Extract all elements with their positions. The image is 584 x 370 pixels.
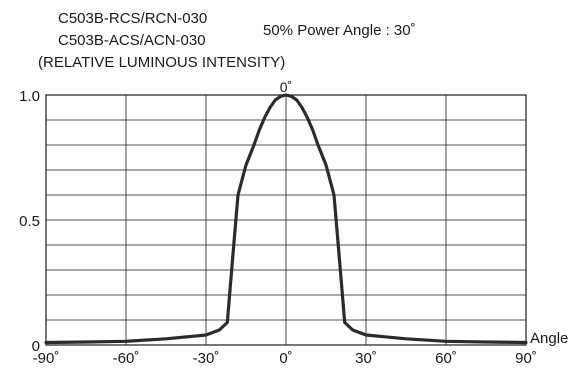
x-tick-label: -30˚: [193, 350, 220, 367]
x-tick-label: 60˚: [435, 350, 457, 367]
peak-angle-label: 0˚: [280, 79, 292, 95]
y-tick-label: 1.0: [19, 88, 40, 105]
x-tick-labels: -90˚ -60˚ -30˚ 0˚ 30˚ 60˚ 90˚: [33, 350, 537, 367]
y-tick-label: 0.5: [19, 213, 40, 230]
x-tick-label: 0˚: [279, 350, 292, 367]
x-tick-label: -90˚: [33, 350, 60, 367]
x-tick-label: 30˚: [355, 350, 377, 367]
chart-grid: [46, 95, 526, 345]
y-tick-labels: 00.51.0: [19, 88, 40, 355]
x-axis-label: Angle: [530, 330, 568, 347]
x-tick-label: -60˚: [113, 350, 140, 367]
x-tick-label: 90˚: [515, 350, 537, 367]
